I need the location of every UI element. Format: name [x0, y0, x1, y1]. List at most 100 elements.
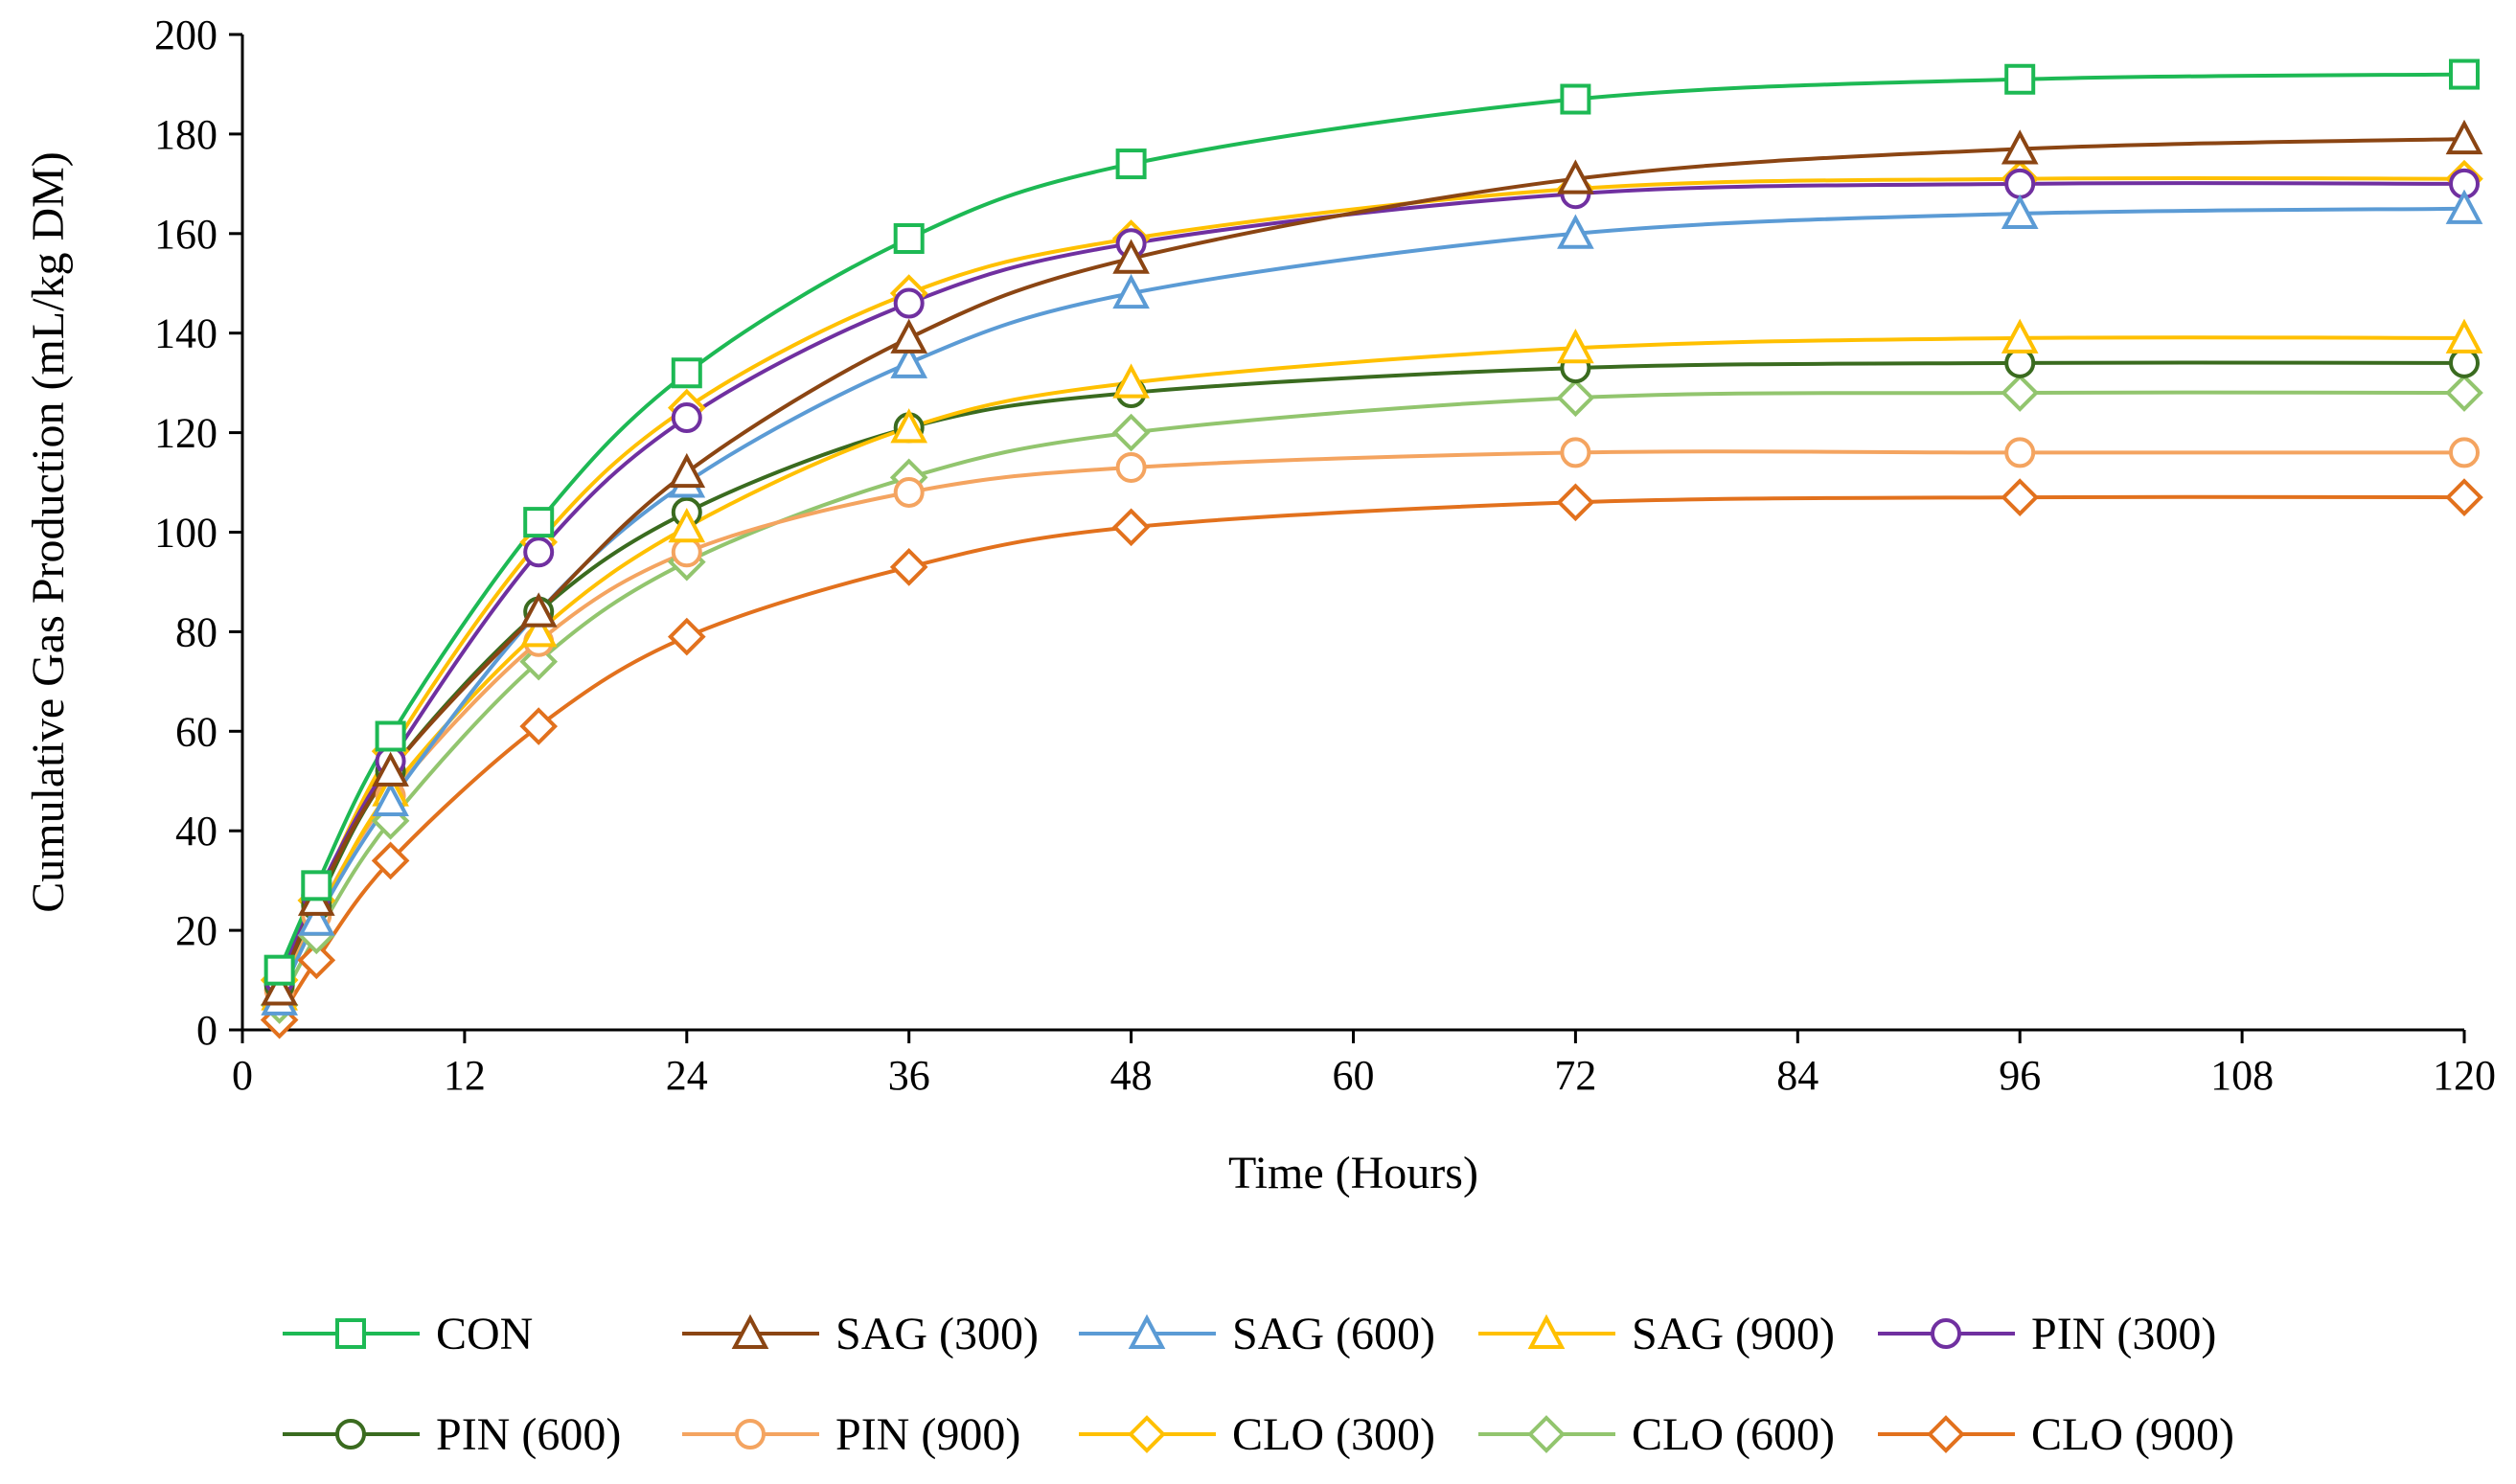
data-point-pin-900: [893, 476, 925, 508]
legend-marker: [735, 1419, 766, 1450]
data-point-pin-300: [2004, 168, 2036, 199]
x-tick-label: 12: [444, 1052, 486, 1099]
legend-item-clo-300: CLO (300): [1079, 1409, 1435, 1460]
data-point-con: [893, 222, 925, 254]
series-line-clo-900: [277, 494, 2465, 1021]
data-point-sag-900: [890, 408, 928, 444]
series-points-pin-900: [263, 437, 2480, 1006]
axes: 0 20 40 60 80 100 120 140 160 180 200 0 12 24 36 48 60 72…: [154, 11, 2496, 1099]
data-point-sag-600: [1557, 214, 1594, 249]
y-axis-title: Cumulative Gas Production (mL/kg DM): [23, 151, 74, 913]
data-point-clo-600: [2445, 374, 2483, 412]
data-point-con: [2004, 63, 2036, 95]
legend-label: PIN (900): [835, 1409, 1020, 1460]
y-tick-label: 20: [175, 907, 217, 954]
x-tick-label: 24: [666, 1052, 708, 1099]
data-point-clo-900: [1556, 483, 1595, 522]
x-tick-label: 84: [1776, 1052, 1818, 1099]
legend: CON SAG (300) SAG (600) SAG (900) PIN (300) P…: [283, 1309, 2234, 1460]
legend-marker: [1128, 1313, 1166, 1349]
data-point-clo-600: [2001, 374, 2040, 412]
legend-marker: [731, 1313, 769, 1349]
series-points-clo-300: [260, 159, 2483, 999]
legend-marker: [335, 1419, 366, 1450]
legend-item-sag-900: SAG (900): [1478, 1309, 1835, 1359]
x-tick-label: 72: [1554, 1052, 1596, 1099]
data-point-sag-300: [2445, 119, 2483, 155]
data-point-sag-300: [1557, 159, 1594, 194]
data-point-sag-900: [519, 612, 558, 648]
data-point-sag-300: [519, 592, 558, 628]
y-tick-label: 160: [154, 211, 217, 258]
series-markers: [260, 58, 2483, 1039]
data-point-sag-900: [668, 508, 706, 543]
data-point-clo-900: [1111, 508, 1151, 547]
data-point-clo-600: [1556, 378, 1595, 418]
data-point-con: [1560, 83, 1591, 115]
data-point-clo-900: [2445, 478, 2483, 516]
series-points-con: [263, 58, 2480, 986]
data-point-pin-900: [1115, 451, 1147, 483]
series-line-sag-600: [277, 206, 2465, 1001]
legend-label: PIN (300): [2031, 1309, 2216, 1359]
data-point-sag-300: [668, 452, 706, 489]
series-points-sag-900: [261, 318, 2483, 1011]
series-line-clo-600: [277, 390, 2465, 1006]
legend-item-con: CON: [283, 1309, 533, 1359]
x-axis-title: Time (Hours): [1228, 1148, 1478, 1199]
data-point-clo-900: [519, 707, 559, 745]
x-tick-label: 0: [232, 1052, 253, 1099]
data-point-pin-300: [671, 402, 702, 434]
data-point-clo-900: [667, 617, 706, 656]
legend-label: CLO (600): [1632, 1409, 1835, 1460]
x-tick-label: 36: [888, 1052, 930, 1099]
data-point-sag-600: [890, 343, 928, 378]
legend-label: PIN (600): [436, 1409, 621, 1460]
series-line-sag-300: [277, 137, 2465, 992]
series-line-pin-900: [277, 449, 2464, 992]
y-tick-label: 120: [154, 410, 217, 457]
legend-item-pin-600: PIN (600): [283, 1409, 621, 1460]
data-point-sag-300: [890, 318, 928, 354]
y-tick-label: 100: [154, 510, 217, 557]
legend-item-pin-300: PIN (300): [1878, 1309, 2216, 1359]
y-tick-label: 80: [175, 608, 217, 655]
x-tick-label: 120: [2433, 1052, 2496, 1099]
legend-label: SAG (300): [835, 1309, 1039, 1359]
legend-marker: [1527, 1415, 1566, 1453]
data-point-con: [671, 357, 702, 389]
data-point-pin-300: [523, 537, 555, 568]
data-point-clo-900: [297, 941, 336, 980]
series-line-pin-300: [277, 181, 2465, 981]
y-tick-label: 180: [154, 111, 217, 158]
data-point-sag-900: [2445, 318, 2483, 354]
data-point-con: [523, 507, 555, 538]
data-point-con: [263, 954, 295, 986]
y-tick-label: 0: [196, 1007, 217, 1054]
legend-item-pin-900: PIN (900): [682, 1409, 1020, 1460]
series-line-clo-300: [277, 175, 2465, 981]
x-tick-label: 60: [1333, 1052, 1375, 1099]
series-points-sag-600: [261, 189, 2483, 1016]
legend-item-clo-900: CLO (900): [1878, 1409, 2234, 1460]
x-tick-label: 48: [1110, 1052, 1153, 1099]
data-point-sag-300: [2001, 129, 2039, 165]
legend-label: SAG (600): [1232, 1309, 1435, 1359]
data-point-sag-600: [2445, 189, 2483, 224]
legend-marker: [1128, 1415, 1166, 1453]
data-point-pin-600: [2449, 347, 2480, 378]
legend-marker: [1927, 1415, 1965, 1453]
legend-label: SAG (900): [1632, 1309, 1835, 1359]
data-point-sag-600: [2001, 194, 2039, 230]
legend-marker: [1931, 1318, 1961, 1349]
data-point-sag-600: [372, 781, 409, 817]
data-point-clo-900: [2001, 478, 2040, 516]
series-lines: [277, 72, 2465, 1021]
x-tick-label: 108: [2210, 1052, 2274, 1099]
data-point-sag-900: [2001, 318, 2039, 354]
series-points-sag-300: [261, 119, 2483, 1006]
data-point-con: [375, 720, 406, 752]
series-points-clo-600: [260, 374, 2483, 1024]
data-point-sag-300: [261, 970, 298, 1006]
